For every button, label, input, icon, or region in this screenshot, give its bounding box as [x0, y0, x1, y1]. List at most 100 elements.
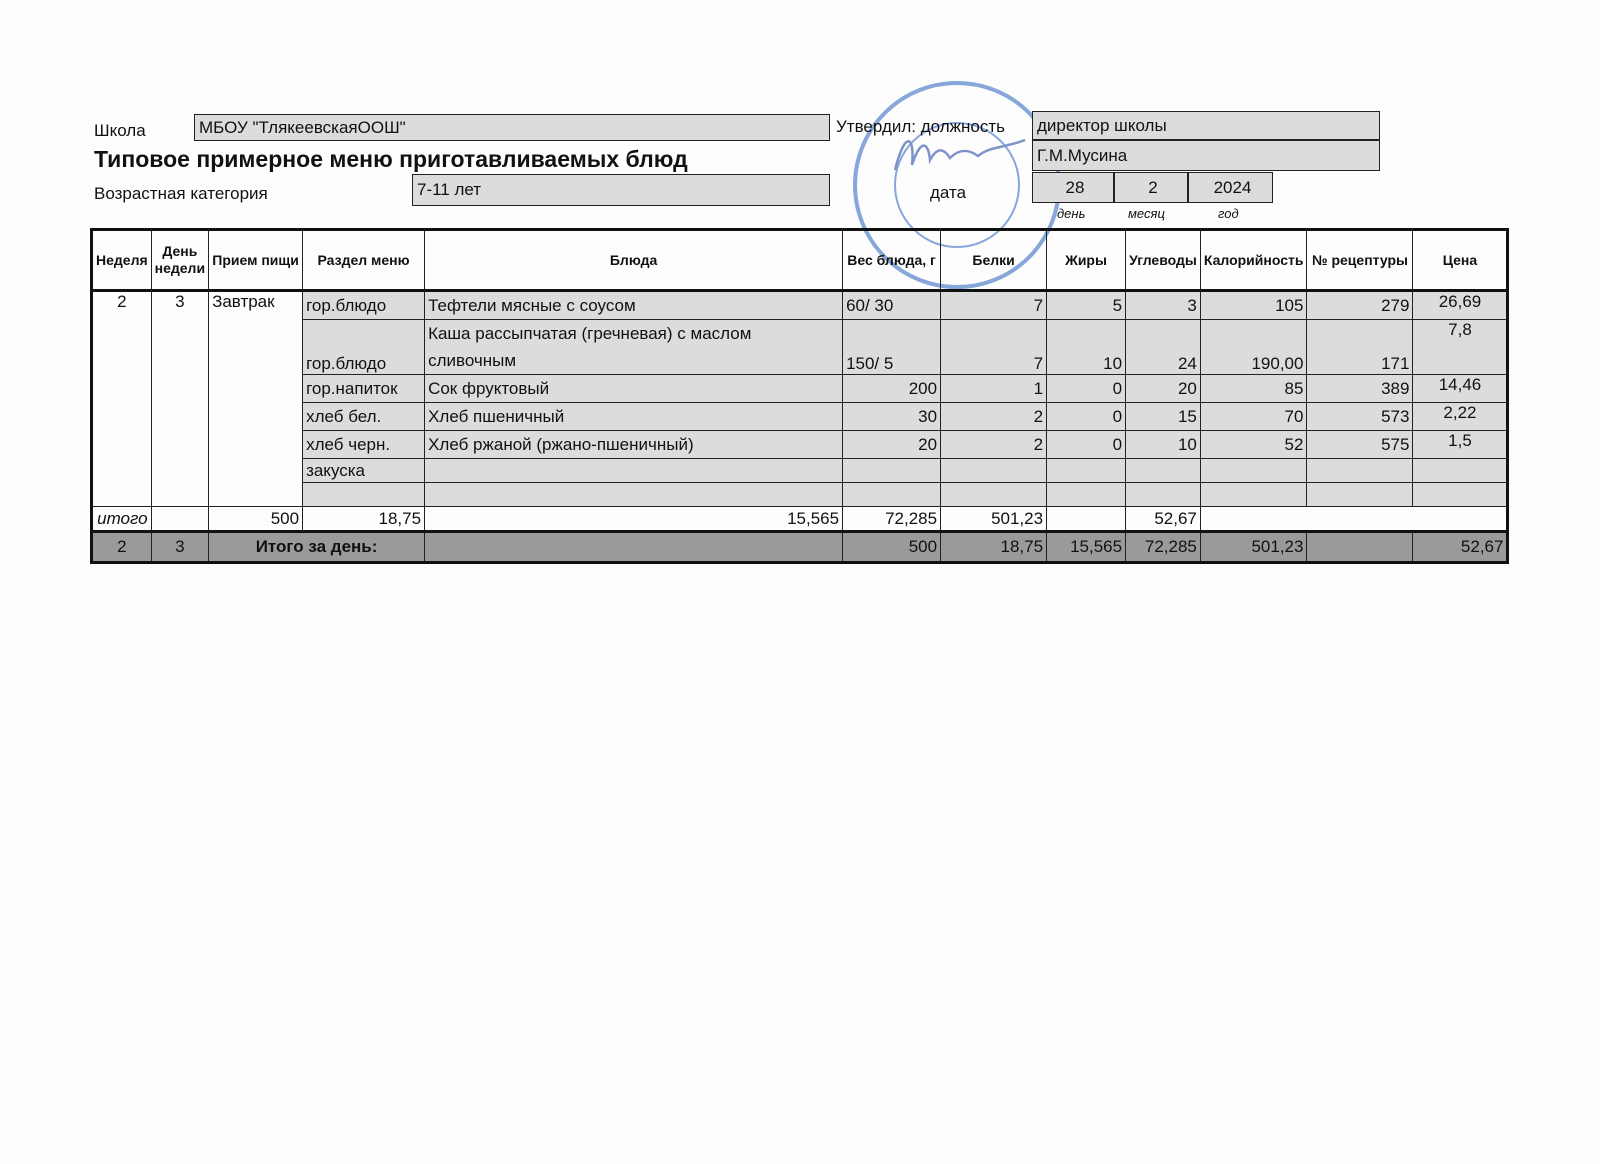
total-day: 3: [150, 530, 210, 563]
price-cell: 26,69: [1412, 289, 1509, 320]
dish-cell: [424, 482, 844, 507]
dish-cell: Тефтели мясные с соусом: [424, 289, 844, 320]
fat-cell: [1046, 458, 1127, 483]
dish-cell: Хлеб пшеничный: [424, 402, 844, 431]
col-fat: Жиры: [1046, 229, 1127, 291]
recipe-cell: 279: [1306, 289, 1414, 320]
recipe-cell: [1306, 482, 1414, 507]
table-header: Неделя День недели Прием пищи Раздел мен…: [91, 229, 1509, 291]
day-total-label: Итого за день:: [208, 530, 426, 563]
table-row: хлеб черн. Хлеб ржаной (ржано-пшеничный) 2…: [92, 430, 1509, 459]
weight-cell: [842, 482, 942, 507]
kcal-cell: [1199, 458, 1308, 483]
kcal-cell: 52: [1199, 430, 1308, 459]
total-recipe: [1306, 530, 1414, 563]
total-kcal: 501,23: [1199, 530, 1308, 563]
date-month: 2: [1114, 172, 1188, 203]
name-field: Г.М.Мусина: [1032, 140, 1380, 171]
recipe-cell: 573: [1306, 402, 1414, 431]
subtotal-fat: 15,565: [424, 506, 844, 532]
meal-cell: Завтрак: [208, 289, 304, 507]
fat-cell: 0: [1046, 402, 1127, 431]
weight-cell: [842, 458, 942, 483]
weight-cell: 200: [842, 374, 942, 403]
total-protein: 18,75: [940, 530, 1048, 563]
carbs-cell: 20: [1125, 374, 1201, 403]
col-day: День недели: [150, 229, 210, 291]
dish-cell: Каша рассыпчатая (гречневая) с маслом сл…: [424, 319, 844, 375]
weight-cell: 20: [842, 430, 942, 459]
price-cell: [1412, 458, 1509, 483]
total-carbs: 72,285: [1125, 530, 1201, 563]
section-cell: гор.блюдо: [302, 289, 426, 320]
col-dish: Блюда: [424, 229, 844, 291]
week-cell: 2: [91, 289, 152, 507]
price-cell: 1,5: [1412, 430, 1509, 459]
subtotal-empty: [150, 506, 210, 532]
section-cell: хлеб бел.: [302, 402, 426, 431]
protein-cell: 2: [940, 402, 1048, 431]
day-cell: 3: [150, 289, 210, 507]
protein-cell: 7: [940, 319, 1048, 375]
school-field: МБОУ "ТлякеевскаяООШ": [194, 114, 830, 141]
weight-cell: 60/ 30: [842, 289, 942, 320]
section-cell: [302, 482, 426, 507]
month-caption: месяц: [1128, 206, 1165, 221]
position-field: директор школы: [1032, 111, 1380, 140]
col-carbs: Углеводы: [1125, 229, 1201, 291]
carbs-cell: 3: [1125, 289, 1201, 320]
col-meal: Прием пищи: [208, 229, 304, 291]
table-row: хлеб бел. Хлеб пшеничный 30 2 0 15 70 573 2,22: [92, 402, 1509, 431]
kcal-cell: 70: [1199, 402, 1308, 431]
page-title: Типовое примерное меню приготавливаемых …: [94, 146, 688, 172]
table-row: гор.напиток Сок фруктовый 200 1 0 20 85 389 14,4…: [92, 374, 1509, 403]
kcal-cell: 105: [1199, 289, 1308, 320]
date-day: 28: [1032, 172, 1114, 203]
price-cell: 14,46: [1412, 374, 1509, 403]
recipe-cell: 389: [1306, 374, 1414, 403]
table-row: закуска: [92, 458, 1509, 483]
col-protein: Белки: [940, 229, 1048, 291]
weight-cell: 150/ 5: [842, 319, 942, 375]
fat-cell: 10: [1046, 319, 1127, 375]
subtotal-carbs: 72,285: [842, 506, 942, 532]
total-fat: 15,565: [1046, 530, 1127, 563]
col-kcal: Калорийность: [1199, 229, 1308, 291]
section-cell: хлеб черн.: [302, 430, 426, 459]
kcal-cell: [1199, 482, 1308, 507]
subtotal-kcal: 501,23: [940, 506, 1048, 532]
kcal-cell: 190,00: [1199, 319, 1308, 375]
signature-mark: [893, 138, 1026, 171]
price-cell: [1412, 482, 1509, 507]
protein-cell: 7: [940, 289, 1048, 320]
total-weight: 500: [842, 530, 942, 563]
total-price: 52,67: [1412, 530, 1509, 563]
recipe-cell: 171: [1306, 319, 1414, 375]
fat-cell: 5: [1046, 289, 1127, 320]
dish-cell: Хлеб ржаной (ржано-пшеничный): [424, 430, 844, 459]
fat-cell: 0: [1046, 430, 1127, 459]
protein-cell: 1: [940, 374, 1048, 403]
subtotal-recipe: [1046, 506, 1127, 532]
subtotal-protein: 18,75: [302, 506, 426, 532]
carbs-cell: 10: [1125, 430, 1201, 459]
dish-cell: [424, 458, 844, 483]
carbs-cell: [1125, 458, 1201, 483]
carbs-cell: [1125, 482, 1201, 507]
age-field: 7-11 лет: [412, 174, 830, 206]
approved-label: Утвердил: должность: [836, 117, 1006, 136]
section-cell: гор.напиток: [302, 374, 426, 403]
col-section: Раздел меню: [302, 229, 426, 291]
protein-cell: 2: [940, 430, 1048, 459]
subtotal-weight: 500: [208, 506, 304, 532]
date-label: дата: [930, 183, 967, 202]
year-caption: год: [1218, 206, 1239, 221]
recipe-cell: 575: [1306, 430, 1414, 459]
dish-cell: Сок фруктовый: [424, 374, 844, 403]
section-cell: гор.блюдо: [302, 319, 426, 375]
table-row: 2 3 Завтрак гор.блюдо Тефтели мясные с соусо…: [91, 289, 1509, 507]
protein-cell: [940, 482, 1048, 507]
price-cell: 2,22: [1412, 402, 1509, 431]
col-price: Цена: [1412, 229, 1509, 291]
